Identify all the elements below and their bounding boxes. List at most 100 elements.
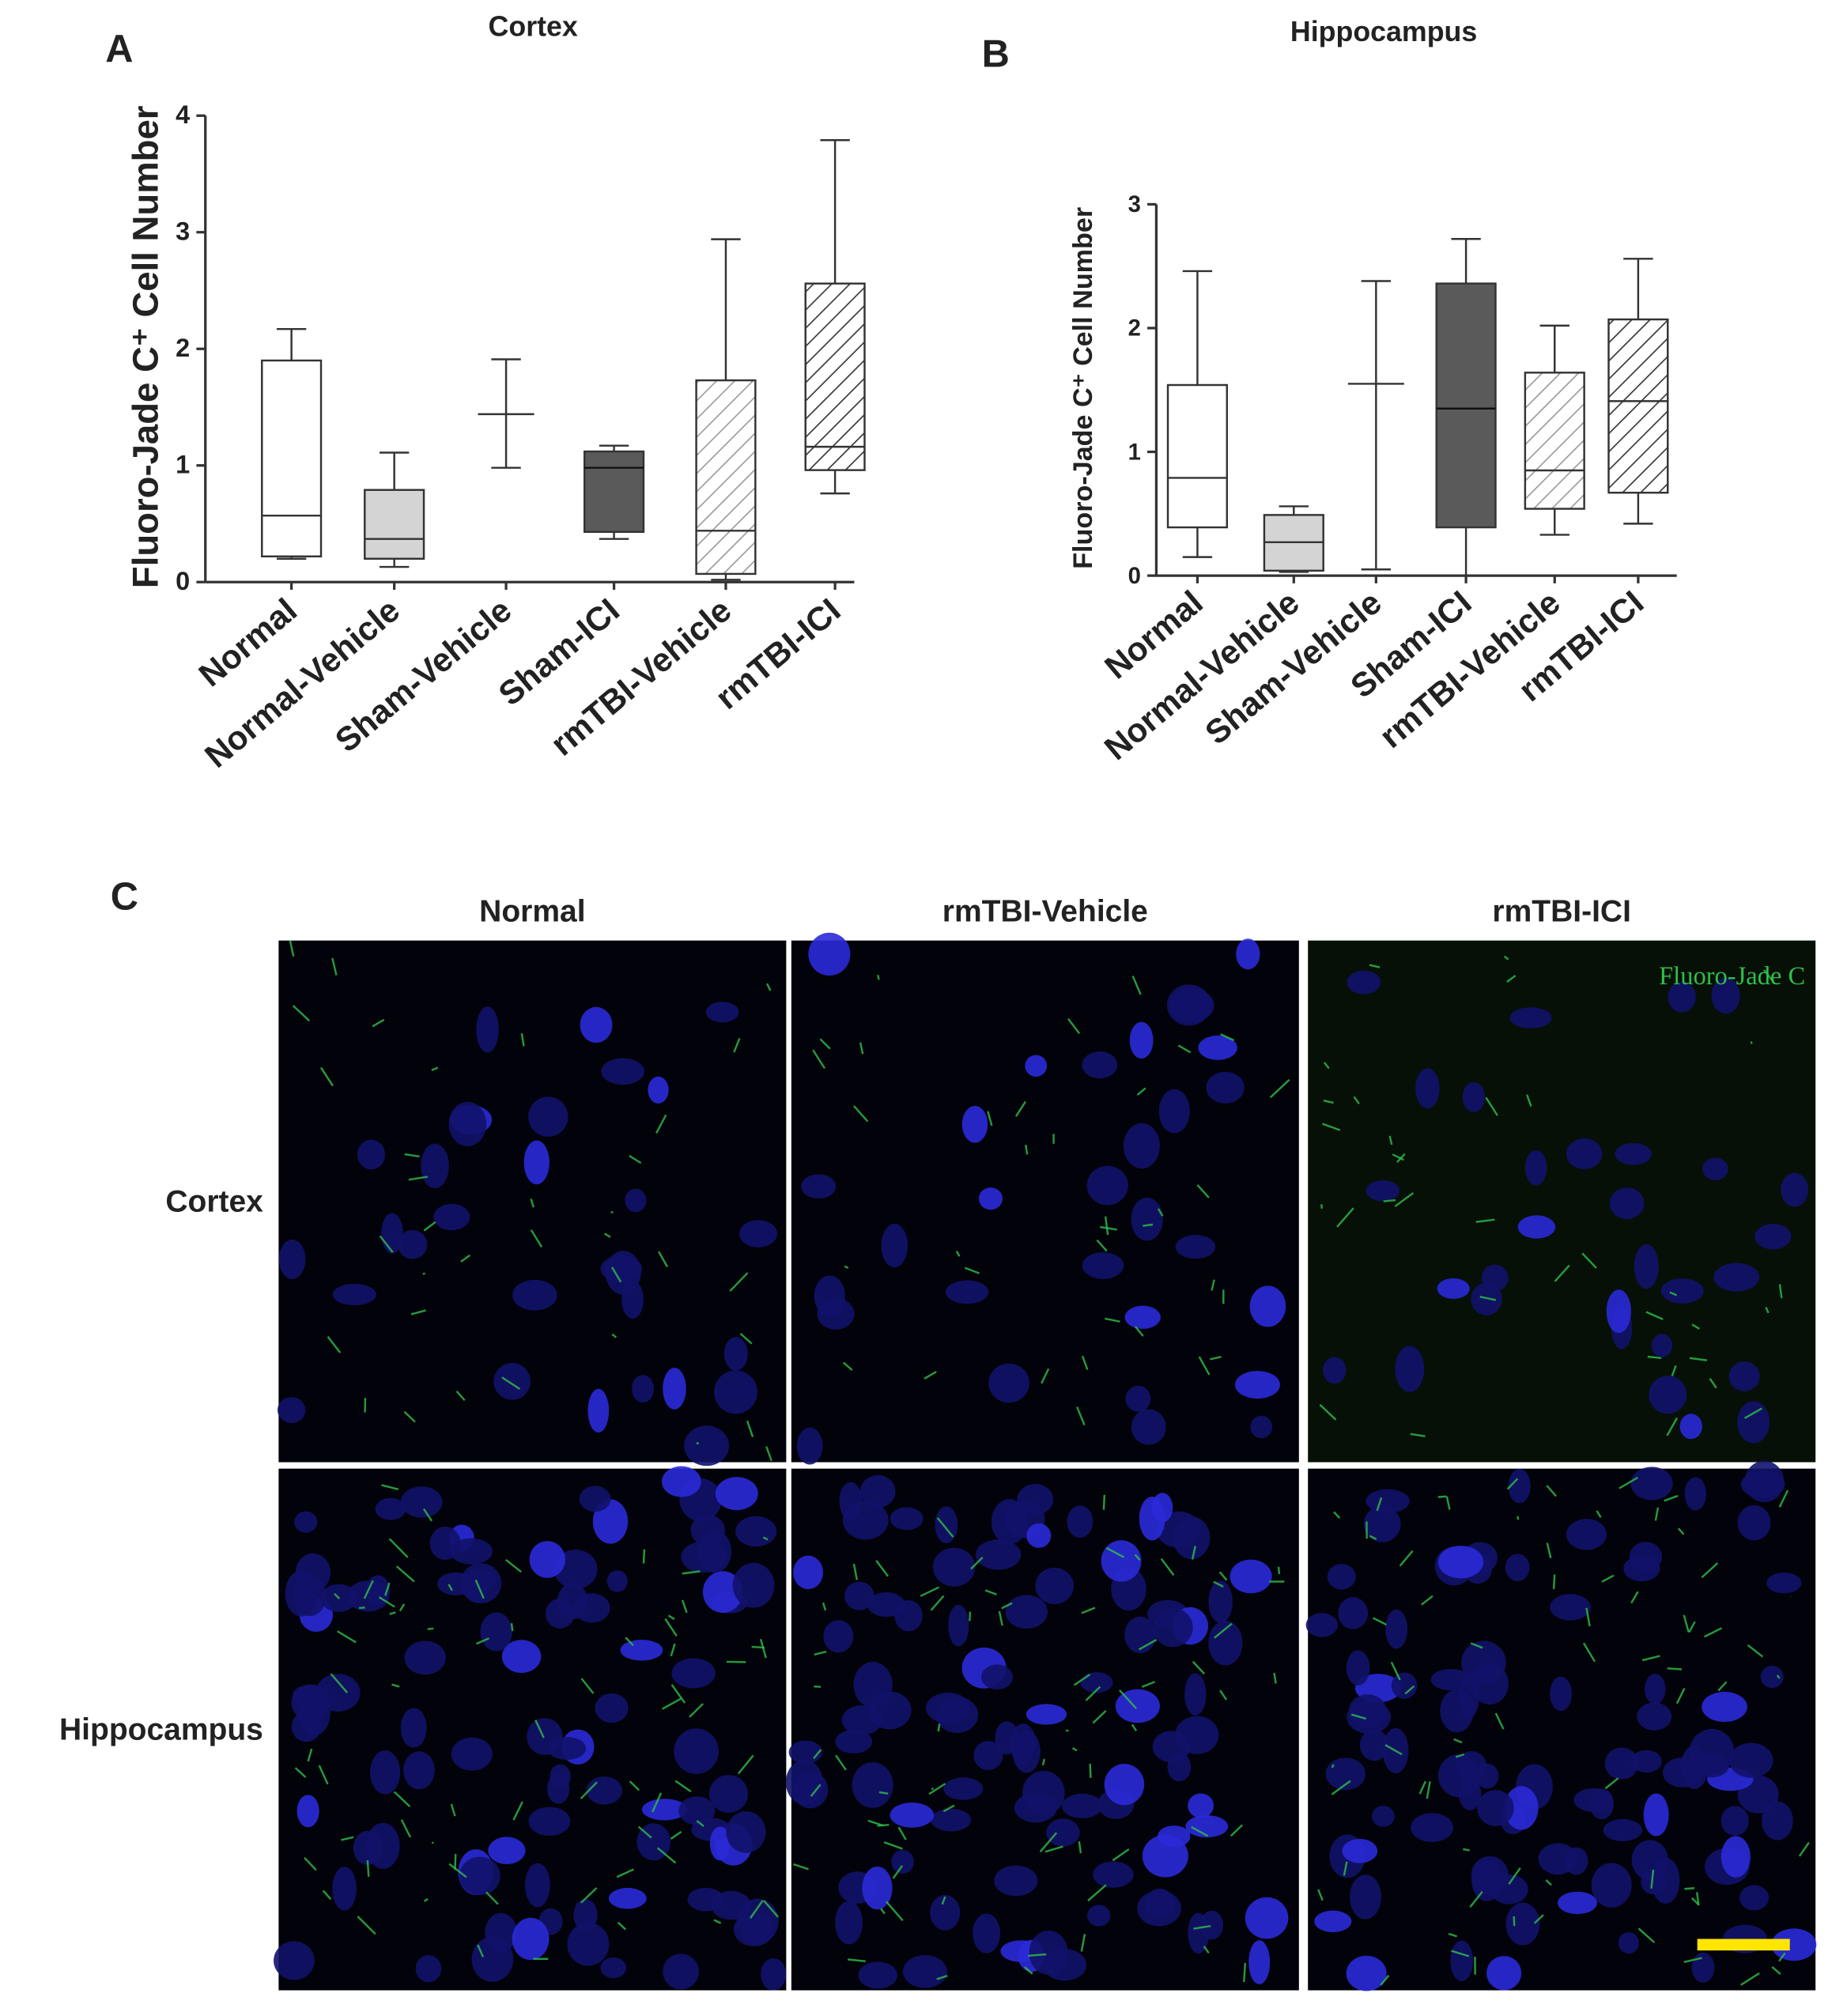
fiber xyxy=(737,1754,754,1775)
fiber xyxy=(1630,1591,1639,1604)
fiber xyxy=(1455,1753,1465,1758)
fiber xyxy=(936,1517,954,1538)
box xyxy=(261,359,323,558)
y-tick-label: 0 xyxy=(1128,564,1141,589)
fiber xyxy=(729,1272,749,1292)
nucleus xyxy=(1481,1264,1509,1292)
fiber xyxy=(852,1563,859,1580)
scale-bar xyxy=(1697,1939,1790,1951)
fiber xyxy=(423,1221,436,1232)
box xyxy=(1524,372,1585,510)
fiber xyxy=(1684,1887,1695,1890)
fiber xyxy=(1582,1642,1596,1663)
fiber xyxy=(937,1723,941,1732)
fiber xyxy=(1100,1225,1117,1231)
nucleus xyxy=(375,1497,406,1520)
nucleus xyxy=(1761,1801,1793,1840)
nucleus xyxy=(663,1368,686,1410)
nucleus xyxy=(1737,1401,1770,1444)
fiber xyxy=(942,1804,955,1813)
nucleus xyxy=(698,1530,732,1573)
fiber xyxy=(1798,1841,1810,1857)
fiber xyxy=(667,1614,675,1621)
fiber xyxy=(892,1865,904,1879)
fiber xyxy=(681,1599,688,1614)
fiber xyxy=(1421,1595,1433,1606)
fiber xyxy=(1410,1433,1426,1437)
nucleus xyxy=(512,1279,557,1311)
nucleus xyxy=(448,1101,487,1146)
fiber xyxy=(1506,975,1517,983)
fiber xyxy=(1071,1747,1078,1752)
fiber xyxy=(652,1792,663,1813)
nucleus xyxy=(1125,1385,1151,1412)
fiber xyxy=(423,1897,429,1902)
nucleus xyxy=(1086,1905,1111,1927)
nucleus xyxy=(476,1006,499,1053)
fiber xyxy=(664,1618,678,1637)
nucleus xyxy=(705,1002,739,1023)
fiber xyxy=(1191,1546,1196,1560)
fiber xyxy=(1637,1927,1656,1943)
nucleus xyxy=(1338,1597,1369,1629)
nucleus xyxy=(839,1482,863,1520)
fiber xyxy=(1778,1952,1786,1962)
fiber xyxy=(1771,1965,1781,1975)
nucleus xyxy=(858,1961,897,1989)
fiber xyxy=(1462,1848,1471,1852)
nucleus xyxy=(1651,1334,1673,1357)
nucleus xyxy=(450,1538,493,1565)
fiber xyxy=(1112,1848,1130,1862)
fiber xyxy=(878,1791,889,1795)
fiber xyxy=(379,1235,394,1253)
nucleus xyxy=(587,1388,610,1433)
fiber xyxy=(1141,1681,1155,1688)
fiber xyxy=(814,1650,827,1656)
fiber xyxy=(1392,1153,1404,1161)
nucleus xyxy=(844,1581,874,1610)
panel-label: A xyxy=(105,28,133,70)
fiber xyxy=(1604,1777,1619,1790)
fiber xyxy=(1219,1689,1228,1701)
fiber xyxy=(611,1333,618,1338)
fiber xyxy=(1203,1946,1210,1954)
chart-title: Cortex xyxy=(489,11,578,43)
nucleus xyxy=(1573,1788,1613,1812)
nucleus xyxy=(1342,1838,1378,1863)
fiber xyxy=(1470,1642,1483,1649)
nucleus xyxy=(1200,1910,1224,1940)
nucleus xyxy=(991,1499,1028,1545)
fiber xyxy=(1087,1884,1107,1902)
nucleus xyxy=(1104,1764,1145,1806)
fiber xyxy=(1669,1291,1678,1297)
nucleus xyxy=(1029,1930,1068,1975)
nucleus xyxy=(1153,1607,1193,1648)
fiber xyxy=(637,1825,652,1839)
fiber xyxy=(505,1558,522,1573)
fiber xyxy=(656,1847,677,1864)
box xyxy=(804,282,866,471)
nucleus xyxy=(1713,1263,1760,1292)
fiber xyxy=(450,1803,456,1817)
nucleus xyxy=(620,1640,663,1661)
nucleus xyxy=(1644,1674,1666,1705)
nucleus xyxy=(1395,1346,1425,1392)
nucleus xyxy=(369,1750,401,1795)
nucleus xyxy=(1035,1567,1075,1605)
fiber xyxy=(1740,1972,1760,1986)
nucleus xyxy=(1314,1910,1352,1933)
nucleus xyxy=(1014,1793,1057,1823)
fiber xyxy=(1664,1494,1679,1502)
fiber xyxy=(670,1830,682,1840)
nucleus xyxy=(1702,1691,1747,1723)
fiber xyxy=(477,1944,485,1957)
y-axis-label: Fluoro-Jade C⁺ Cell Number xyxy=(1068,207,1098,569)
fiber xyxy=(530,1229,543,1248)
nucleus xyxy=(1005,1595,1048,1629)
nucleus xyxy=(1437,1754,1480,1798)
nucleus xyxy=(529,1541,565,1578)
fiber xyxy=(766,983,772,991)
nucleus xyxy=(641,1799,687,1821)
fiber xyxy=(812,1049,826,1070)
